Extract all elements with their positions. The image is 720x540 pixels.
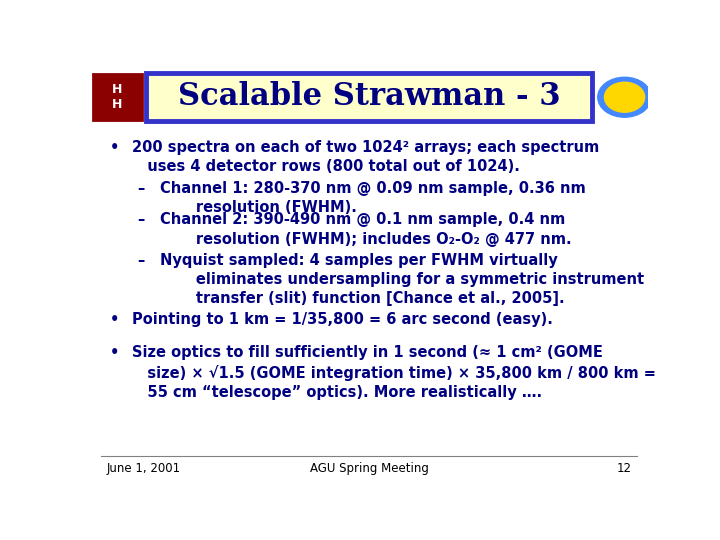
Text: –: – <box>138 212 145 227</box>
Text: H
H: H H <box>112 83 122 111</box>
Text: Channel 1: 280-370 nm @ 0.09 nm sample, 0.36 nm
       resolution (FWHM).: Channel 1: 280-370 nm @ 0.09 nm sample, … <box>160 181 585 215</box>
Text: June 1, 2001: June 1, 2001 <box>107 462 181 475</box>
FancyBboxPatch shape <box>145 73 593 121</box>
Circle shape <box>598 77 652 117</box>
Text: AGU Spring Meeting: AGU Spring Meeting <box>310 462 428 475</box>
Text: 200 spectra on each of two 1024² arrays; each spectrum
   uses 4 detector rows (: 200 spectra on each of two 1024² arrays;… <box>132 140 599 174</box>
Text: •: • <box>109 312 119 327</box>
Text: Nyquist sampled: 4 samples per FWHM virtually
       eliminates undersampling fo: Nyquist sampled: 4 samples per FWHM virt… <box>160 253 644 306</box>
Text: –: – <box>138 181 145 196</box>
Text: Channel 2: 390-490 nm @ 0.1 nm sample, 0.4 nm
       resolution (FWHM); includes: Channel 2: 390-490 nm @ 0.1 nm sample, 0… <box>160 212 572 247</box>
Text: •: • <box>109 346 119 361</box>
Text: Scalable Strawman - 3: Scalable Strawman - 3 <box>178 81 560 112</box>
Text: Size optics to fill sufficiently in 1 second (≈ 1 cm² (GOME
   size) × √1.5 (GOM: Size optics to fill sufficiently in 1 se… <box>132 346 656 400</box>
Text: •: • <box>109 140 119 154</box>
Circle shape <box>605 82 644 112</box>
Text: 12: 12 <box>616 462 631 475</box>
FancyBboxPatch shape <box>93 74 142 120</box>
Text: Pointing to 1 km = 1/35,800 = 6 arc second (easy).: Pointing to 1 km = 1/35,800 = 6 arc seco… <box>132 312 553 327</box>
Text: –: – <box>138 253 145 268</box>
